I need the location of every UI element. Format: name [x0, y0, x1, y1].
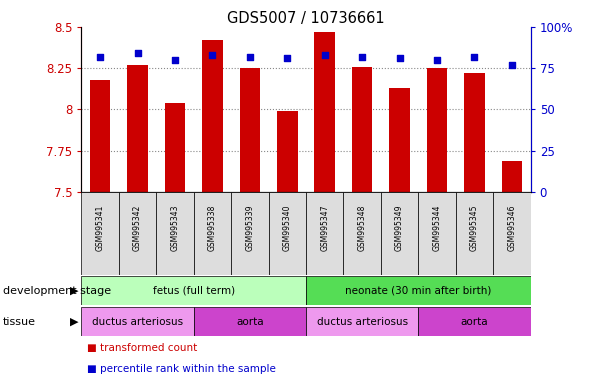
Text: ductus arteriosus: ductus arteriosus — [92, 316, 183, 327]
FancyBboxPatch shape — [306, 276, 531, 305]
Text: GSM995346: GSM995346 — [507, 204, 516, 251]
Bar — [464, 73, 485, 192]
Point — [282, 55, 292, 61]
Text: aorta: aorta — [461, 316, 488, 327]
Text: ■ transformed count: ■ transformed count — [87, 343, 198, 353]
Point — [95, 53, 105, 60]
Text: neonate (30 min after birth): neonate (30 min after birth) — [345, 286, 491, 296]
FancyBboxPatch shape — [194, 307, 306, 336]
Text: GSM995340: GSM995340 — [283, 204, 292, 251]
Bar — [352, 66, 373, 192]
Point — [395, 55, 405, 61]
Point — [207, 52, 217, 58]
FancyBboxPatch shape — [81, 192, 119, 275]
FancyBboxPatch shape — [418, 192, 456, 275]
FancyBboxPatch shape — [81, 276, 306, 305]
Text: GSM995338: GSM995338 — [208, 204, 217, 251]
FancyBboxPatch shape — [344, 192, 381, 275]
Text: GSM995343: GSM995343 — [171, 204, 180, 251]
Bar — [277, 111, 298, 192]
Text: GSM995348: GSM995348 — [358, 204, 367, 251]
Text: development stage: development stage — [3, 286, 111, 296]
Text: GSM995349: GSM995349 — [395, 204, 404, 251]
FancyBboxPatch shape — [306, 307, 418, 336]
FancyBboxPatch shape — [456, 192, 493, 275]
Bar — [390, 88, 410, 192]
Text: GSM995344: GSM995344 — [432, 204, 441, 251]
Text: ▶: ▶ — [70, 316, 78, 327]
Text: aorta: aorta — [236, 316, 264, 327]
Text: ■ percentile rank within the sample: ■ percentile rank within the sample — [87, 364, 276, 374]
FancyBboxPatch shape — [119, 192, 156, 275]
Bar — [427, 68, 447, 192]
Text: GSM995341: GSM995341 — [96, 204, 105, 251]
FancyBboxPatch shape — [156, 192, 194, 275]
FancyBboxPatch shape — [306, 192, 344, 275]
Point — [245, 53, 254, 60]
Bar — [90, 80, 110, 192]
FancyBboxPatch shape — [418, 307, 531, 336]
Bar — [127, 65, 148, 192]
Point — [133, 50, 142, 56]
Bar — [314, 32, 335, 192]
Point — [432, 57, 442, 63]
FancyBboxPatch shape — [194, 192, 231, 275]
FancyBboxPatch shape — [268, 192, 306, 275]
Point — [470, 53, 479, 60]
Text: GSM995345: GSM995345 — [470, 204, 479, 251]
Point — [320, 52, 330, 58]
Point — [507, 62, 517, 68]
Point — [170, 57, 180, 63]
Bar — [165, 103, 185, 192]
Text: ductus arteriosus: ductus arteriosus — [317, 316, 408, 327]
Title: GDS5007 / 10736661: GDS5007 / 10736661 — [227, 11, 385, 26]
Text: ▶: ▶ — [70, 286, 78, 296]
Bar — [202, 40, 223, 192]
Bar — [502, 161, 522, 192]
Text: GSM995339: GSM995339 — [245, 204, 254, 251]
FancyBboxPatch shape — [381, 192, 418, 275]
Text: GSM995342: GSM995342 — [133, 204, 142, 251]
Bar — [239, 68, 260, 192]
Text: tissue: tissue — [3, 316, 36, 327]
Text: fetus (full term): fetus (full term) — [153, 286, 235, 296]
FancyBboxPatch shape — [81, 307, 194, 336]
Text: GSM995347: GSM995347 — [320, 204, 329, 251]
FancyBboxPatch shape — [231, 192, 268, 275]
FancyBboxPatch shape — [493, 192, 531, 275]
Point — [358, 53, 367, 60]
